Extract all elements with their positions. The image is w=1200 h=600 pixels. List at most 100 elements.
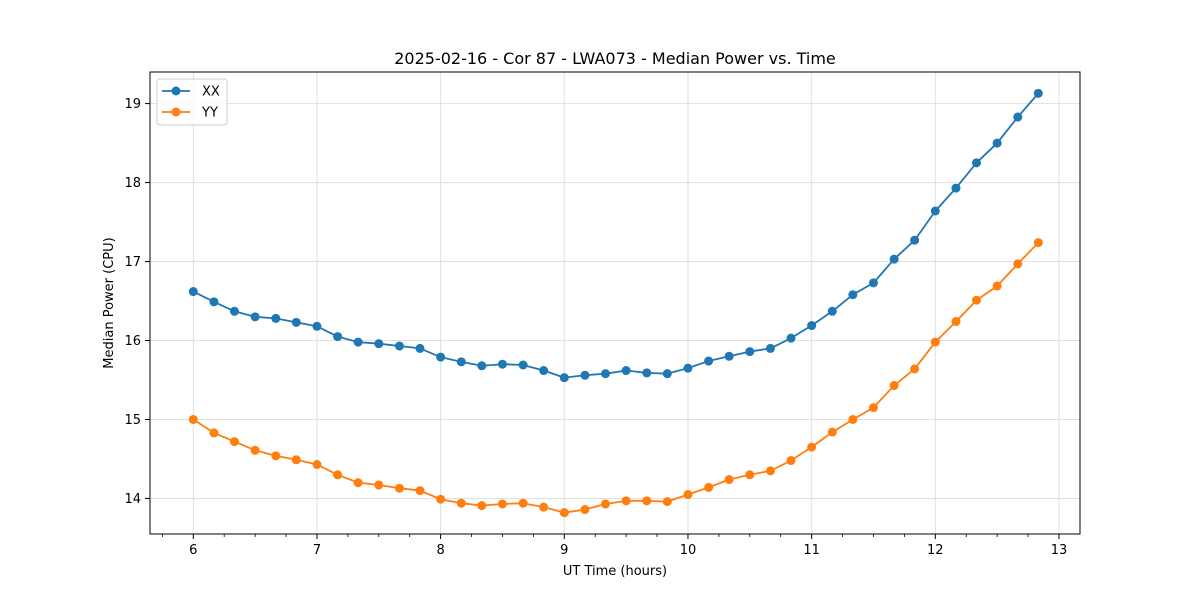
data-point-yy — [415, 486, 425, 496]
data-point-yy — [662, 497, 672, 507]
data-point-xx — [1033, 88, 1043, 98]
data-point-xx — [704, 356, 714, 366]
data-point-xx — [559, 373, 569, 383]
data-point-yy — [683, 490, 693, 500]
data-point-xx — [889, 254, 899, 264]
data-point-xx — [971, 158, 981, 168]
data-point-yy — [229, 437, 239, 447]
x-axis-label: UT Time (hours) — [563, 564, 667, 579]
data-point-xx — [910, 235, 920, 245]
data-point-yy — [786, 456, 796, 466]
data-point-yy — [642, 496, 652, 506]
plot-frame — [149, 71, 1081, 535]
data-point-yy — [580, 505, 590, 515]
data-point-xx — [188, 287, 198, 297]
legend: XX YY — [156, 78, 228, 126]
legend-marker-yy — [171, 107, 181, 117]
data-point-yy — [1013, 259, 1023, 269]
data-point-yy — [848, 414, 858, 424]
data-point-xx — [642, 368, 652, 378]
data-point-yy — [394, 483, 404, 493]
x-tick-label: 8 — [436, 543, 444, 558]
data-point-yy — [271, 451, 281, 461]
data-point-yy — [910, 364, 920, 374]
data-point-yy — [930, 337, 940, 347]
data-point-xx — [786, 333, 796, 343]
data-point-yy — [250, 445, 260, 455]
data-point-xx — [621, 366, 631, 376]
data-point-xx — [683, 363, 693, 373]
series-line-xx — [192, 92, 1040, 379]
data-point-xx — [312, 321, 322, 331]
data-point-yy — [992, 281, 1002, 291]
data-point-yy — [704, 482, 714, 492]
data-point-yy — [353, 478, 363, 488]
series-xx — [188, 88, 1043, 383]
x-tick-label: 9 — [560, 543, 568, 558]
data-point-yy — [374, 480, 384, 490]
x-tick-label: 13 — [1051, 543, 1068, 558]
grid — [150, 72, 1080, 534]
data-point-xx — [333, 332, 343, 342]
data-point-xx — [518, 360, 528, 370]
data-point-xx — [1013, 112, 1023, 122]
data-point-yy — [724, 475, 734, 485]
data-point-xx — [868, 278, 878, 288]
data-point-yy — [889, 381, 899, 391]
legend-marker-xx — [171, 86, 181, 96]
data-point-xx — [807, 321, 817, 331]
data-point-yy — [456, 498, 466, 508]
y-tick-label: 17 — [124, 255, 141, 270]
x-tick-label: 6 — [189, 543, 197, 558]
data-point-yy — [436, 494, 446, 504]
legend-label-xx: XX — [202, 85, 220, 100]
data-point-yy — [539, 502, 549, 512]
data-point-yy — [868, 403, 878, 413]
data-point-yy — [1033, 238, 1043, 248]
data-point-xx — [827, 306, 837, 316]
data-point-xx — [456, 357, 466, 367]
data-point-yy — [312, 460, 322, 470]
data-point-xx — [229, 306, 239, 316]
data-point-xx — [992, 138, 1002, 148]
data-point-xx — [724, 351, 734, 361]
data-point-xx — [209, 297, 219, 307]
data-point-xx — [580, 370, 590, 380]
data-point-xx — [600, 369, 610, 379]
series-yy — [188, 238, 1043, 518]
data-point-yy — [807, 442, 817, 452]
data-point-xx — [662, 369, 672, 379]
data-point-yy — [333, 470, 343, 480]
data-point-xx — [415, 343, 425, 353]
data-point-yy — [188, 414, 198, 424]
data-point-xx — [477, 361, 487, 371]
data-point-xx — [930, 206, 940, 216]
legend-label-yy: YY — [201, 106, 218, 121]
data-point-xx — [291, 317, 301, 327]
x-tick-label: 12 — [927, 543, 944, 558]
y-tick-label: 18 — [124, 176, 141, 191]
data-point-yy — [827, 427, 837, 437]
series-line-yy — [192, 241, 1039, 514]
data-point-yy — [477, 501, 487, 511]
y-tick-label: 14 — [124, 492, 141, 507]
data-point-xx — [394, 341, 404, 351]
data-point-yy — [971, 295, 981, 305]
y-tick-label: 16 — [124, 334, 141, 349]
axes: 6 7 8 9 10 11 12 13 14 15 16 17 18 19 — [124, 97, 1067, 558]
data-point-xx — [745, 347, 755, 357]
data-point-yy — [518, 498, 528, 508]
data-point-xx — [436, 352, 446, 362]
data-point-xx — [271, 313, 281, 323]
data-point-yy — [765, 466, 775, 476]
data-point-xx — [951, 183, 961, 193]
data-point-yy — [600, 499, 610, 509]
y-axis-label: Median Power (CPU) — [102, 237, 117, 368]
data-point-yy — [559, 508, 569, 518]
data-point-xx — [374, 339, 384, 349]
data-point-xx — [250, 312, 260, 322]
data-point-yy — [951, 317, 961, 327]
x-tick-label: 7 — [313, 543, 321, 558]
